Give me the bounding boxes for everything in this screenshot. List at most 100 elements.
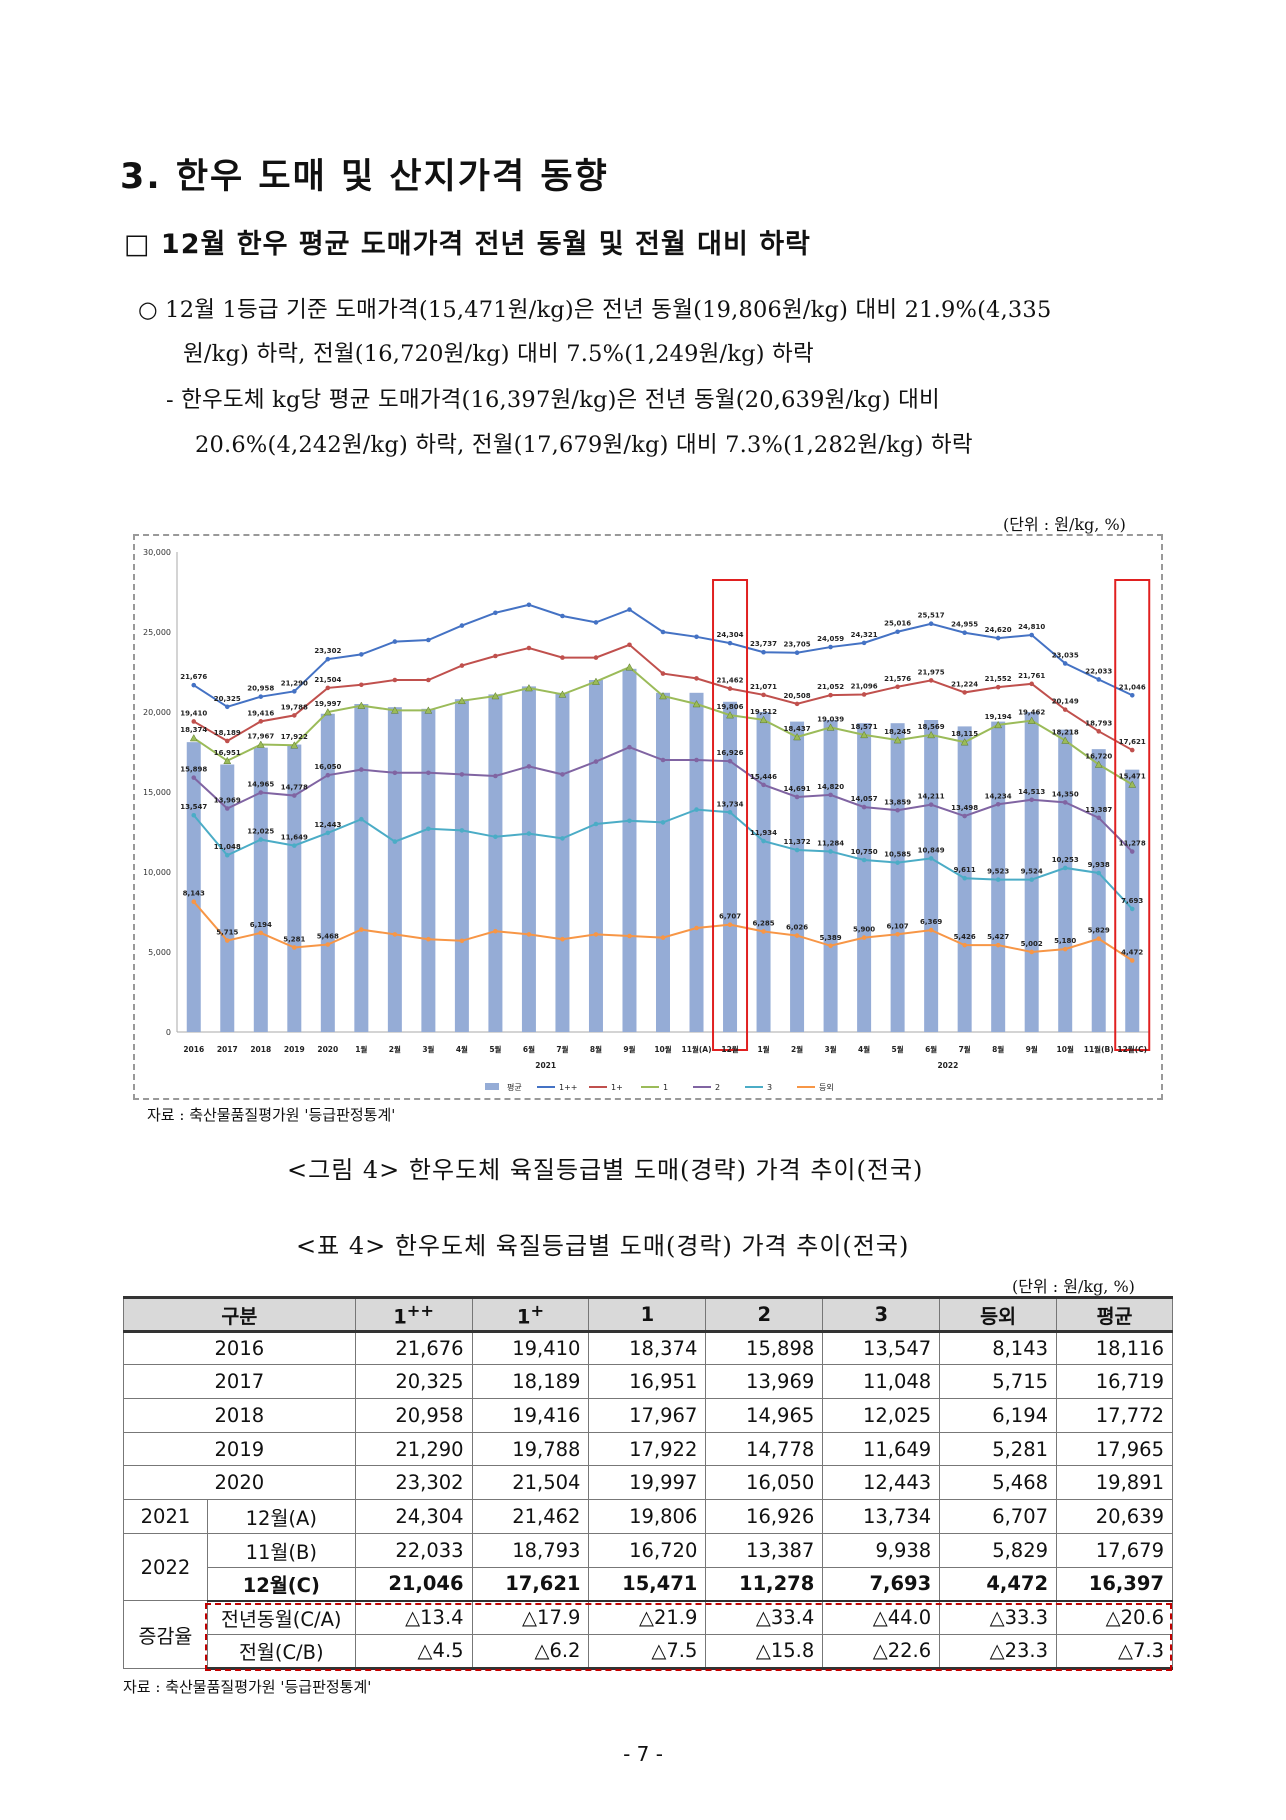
bar-average xyxy=(488,694,503,1032)
data-label: 20,325 xyxy=(214,695,241,703)
series-point xyxy=(1094,760,1103,768)
series-point xyxy=(727,809,733,815)
series-point xyxy=(392,677,398,683)
data-label: 17,922 xyxy=(281,733,308,741)
table-cell: 6,707 xyxy=(939,1499,1058,1534)
series-point xyxy=(861,692,867,697)
series-point xyxy=(224,738,230,744)
data-label: 5,002 xyxy=(1021,940,1043,948)
x-tick-label: 2020 xyxy=(317,1045,338,1054)
data-label: 8,143 xyxy=(183,890,205,898)
table-cell: 5,281 xyxy=(939,1431,1058,1467)
series-point xyxy=(224,938,230,943)
bar-average xyxy=(689,692,704,1032)
data-label: 17,967 xyxy=(247,733,274,741)
series-point xyxy=(426,637,431,643)
data-label: 14,513 xyxy=(1018,788,1045,796)
table-cell: 15,471 xyxy=(588,1566,707,1602)
header-avg: 평균 xyxy=(1056,1296,1173,1333)
data-label: 11,372 xyxy=(784,838,811,846)
data-label: 19,997 xyxy=(314,700,341,708)
headline: □ 12월 한우 평균 도매가격 전년 동월 및 전월 대비 하락 xyxy=(124,229,811,260)
data-label: 21,096 xyxy=(851,682,878,690)
table-cell: 19,806 xyxy=(588,1499,707,1534)
series-point xyxy=(828,849,833,854)
legend-label: 1++ xyxy=(559,1083,578,1092)
data-label: 6,107 xyxy=(887,922,909,930)
page-number: - 7 - xyxy=(623,1742,663,1766)
series-point xyxy=(1062,661,1068,666)
series-point xyxy=(558,690,567,698)
data-label: 24,304 xyxy=(717,631,744,639)
series-point xyxy=(325,942,331,947)
table-cell: 13,734 xyxy=(822,1499,941,1534)
x-tick-label: 2016 xyxy=(183,1045,204,1054)
data-label: 5,389 xyxy=(820,934,842,942)
series-point xyxy=(692,699,701,708)
series-point xyxy=(593,821,599,827)
table-cell: 20,639 xyxy=(1056,1499,1173,1534)
series-point xyxy=(995,684,1001,690)
series-point xyxy=(526,602,532,608)
series-point xyxy=(895,807,900,813)
series-point xyxy=(694,634,699,640)
legend-label: 1 xyxy=(663,1083,668,1092)
table-cell: 16,397 xyxy=(1056,1566,1173,1602)
series-point xyxy=(627,933,632,939)
series-point xyxy=(962,813,967,819)
highlight-box xyxy=(1114,579,1151,1051)
series-point xyxy=(224,704,230,710)
bar-average xyxy=(287,744,302,1032)
series-point xyxy=(325,685,331,691)
series-point xyxy=(191,719,197,724)
table-cell: 16,951 xyxy=(588,1364,707,1400)
series-point xyxy=(560,613,565,619)
series-point xyxy=(727,640,733,646)
data-label: 16,050 xyxy=(314,763,341,771)
series-point xyxy=(525,683,533,692)
x-tick-label: 5월 xyxy=(489,1044,501,1054)
data-label: 21,046 xyxy=(1119,683,1146,691)
table-cell: 15,898 xyxy=(705,1330,824,1366)
table-cell: 19,416 xyxy=(471,1398,590,1433)
series-point xyxy=(426,936,431,942)
series-point xyxy=(895,931,900,937)
table-cell: △21.9 xyxy=(588,1600,707,1635)
x-tick-label: 11월(B) xyxy=(1084,1044,1114,1054)
x-tick-label: 10월 xyxy=(654,1044,671,1054)
series-point xyxy=(459,772,465,777)
table-cell: △23.3 xyxy=(939,1633,1058,1670)
series-point xyxy=(928,802,934,807)
table-cell: 16,720 xyxy=(588,1532,707,1568)
y-tick-label: 0 xyxy=(166,1028,171,1037)
data-label: 5,715 xyxy=(216,929,238,937)
series-point xyxy=(392,639,398,644)
bar-average xyxy=(387,707,402,1032)
data-label: 19,410 xyxy=(180,709,207,717)
table-cell: △7.3 xyxy=(1056,1633,1173,1670)
data-label: 13,734 xyxy=(717,800,744,808)
x-tick-label: 12월(C) xyxy=(1117,1044,1147,1054)
series-point xyxy=(962,630,967,636)
bar-average xyxy=(253,747,268,1032)
series-point xyxy=(861,935,867,940)
series-point xyxy=(191,775,197,780)
data-label: 5,468 xyxy=(317,933,339,941)
highlight-box xyxy=(712,579,749,1051)
data-label: 11,048 xyxy=(214,843,241,851)
data-label: 24,321 xyxy=(851,631,878,639)
table-row: 2017 20,325 18,189 16,951 13,969 11,048 5,715 1… xyxy=(123,1364,1173,1400)
data-label: 14,778 xyxy=(281,784,308,792)
series-point xyxy=(359,927,364,932)
series-point xyxy=(258,837,264,842)
data-label: 18,437 xyxy=(784,725,811,733)
bar-average xyxy=(890,723,905,1032)
legend-label: 1+ xyxy=(611,1083,623,1092)
table-unit: (단위 : 원/kg, %) xyxy=(1012,1277,1135,1296)
data-label: 23,737 xyxy=(750,640,777,648)
series-point xyxy=(189,733,198,742)
series-point xyxy=(1129,958,1135,963)
data-label: 14,057 xyxy=(851,795,878,803)
series-point xyxy=(761,838,766,844)
data-label: 19,512 xyxy=(750,708,777,716)
